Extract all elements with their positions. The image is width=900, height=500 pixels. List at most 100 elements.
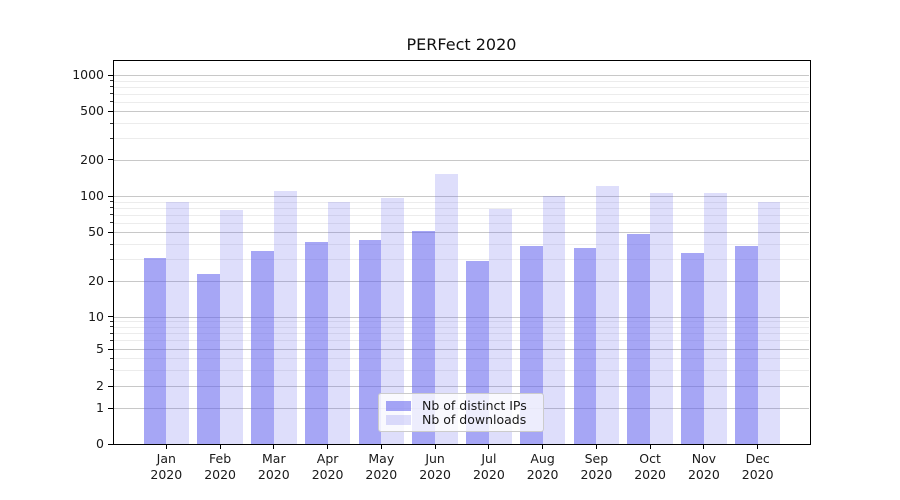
y-tick-label-200: 200 — [80, 151, 104, 167]
y-tick-500 — [108, 110, 113, 112]
y-minor-tick-90 — [110, 201, 113, 203]
bar-ips-mar — [251, 251, 274, 444]
x-label-month: Feb — [209, 451, 232, 466]
x-tick-nov — [703, 445, 705, 449]
bar-downloads-apr — [327, 202, 351, 444]
y-minor-tick-300 — [110, 137, 113, 139]
legend-label-downloads: Nb of downloads — [422, 412, 527, 427]
x-label-year: 2020 — [257, 466, 290, 482]
x-tick-aug — [542, 445, 544, 449]
y-minor-gridline-60 — [114, 222, 809, 224]
x-tick-label-aug: Aug 2020 — [515, 451, 571, 482]
y-minor-gridline-600 — [114, 101, 809, 103]
x-label-year: 2020 — [150, 466, 183, 482]
x-tick-label-feb: Feb 2020 — [192, 451, 248, 482]
x-tick-label-nov: Nov 2020 — [676, 451, 732, 482]
y-minor-gridline-300 — [114, 138, 809, 140]
y-minor-tick-9 — [110, 320, 113, 322]
x-tick-jan — [165, 445, 167, 449]
y-minor-tick-7 — [110, 332, 113, 334]
bar-downloads-mar — [273, 191, 297, 444]
bar-downloads-nov — [703, 192, 727, 444]
x-tick-label-oct: Oct 2020 — [622, 451, 678, 482]
x-label-year: 2020 — [365, 466, 398, 482]
x-label-month: Jun — [425, 451, 445, 466]
y-minor-tick-70 — [110, 214, 113, 216]
plot-border-box — [113, 60, 811, 445]
y-minor-gridline-3 — [114, 369, 809, 371]
x-tick-label-jun: Jun 2020 — [407, 451, 463, 482]
y-minor-tick-4 — [110, 357, 113, 359]
y-minor-gridline-400 — [114, 123, 809, 125]
y-minor-tick-3 — [110, 369, 113, 371]
x-tick-label-dec: Dec 2020 — [730, 451, 786, 482]
bar-ips-feb — [197, 273, 221, 444]
x-label-year: 2020 — [204, 466, 236, 482]
x-tick-jul — [488, 445, 490, 449]
x-label-month: Oct — [639, 451, 661, 466]
y-tick-0 — [108, 443, 113, 445]
bar-downloads-oct — [650, 192, 673, 444]
y-minor-tick-800 — [110, 86, 113, 88]
y-gridline-20 — [114, 281, 809, 282]
x-label-month: Dec — [745, 451, 770, 466]
y-tick-20 — [108, 280, 113, 282]
y-tick-label-5: 5 — [96, 341, 104, 356]
x-label-month: Jul — [481, 451, 497, 466]
x-label-month: Sep — [584, 451, 609, 466]
bar-downloads-jul — [488, 209, 512, 444]
x-tick-label-mar: Mar 2020 — [246, 451, 302, 482]
y-minor-gridline-70 — [114, 214, 809, 216]
y-gridline-50 — [114, 232, 809, 234]
y-minor-gridline-80 — [114, 207, 809, 209]
y-minor-gridline-7 — [114, 333, 809, 335]
bar-downloads-aug — [542, 196, 566, 444]
y-tick-label-100: 100 — [80, 188, 104, 203]
x-label-month: Mar — [262, 451, 286, 466]
y-tick-1 — [108, 407, 113, 409]
legend-label-ips: Nb of distinct IPs — [422, 398, 527, 413]
y-minor-gridline-700 — [114, 93, 809, 95]
bar-ips-oct — [627, 233, 651, 444]
y-minor-tick-700 — [110, 93, 113, 95]
bar-downloads-feb — [220, 209, 243, 444]
y-minor-tick-30 — [110, 258, 113, 260]
legend-item-ips: Nb of distinct IPs — [386, 399, 535, 413]
y-minor-gridline-900 — [114, 80, 809, 82]
legend-swatch-ips — [386, 400, 411, 412]
x-label-year: 2020 — [741, 466, 774, 482]
y-minor-tick-900 — [110, 80, 113, 82]
bar-ips-may — [358, 240, 382, 444]
x-tick-label-jul: Jul 2020 — [461, 451, 517, 482]
x-label-month: Jan — [156, 451, 176, 466]
y-minor-gridline-9 — [114, 321, 809, 323]
y-gridline-500 — [114, 111, 809, 113]
x-tick-label-may: May 2020 — [353, 451, 409, 482]
x-tick-may — [380, 445, 382, 449]
y-tick-label-50: 50 — [88, 224, 104, 240]
legend-swatch-downloads — [386, 414, 411, 426]
x-tick-oct — [649, 445, 651, 449]
legend: Nb of distinct IPs Nb of downloads — [378, 393, 544, 432]
bar-ips-apr — [304, 241, 328, 444]
bar-ips-nov — [681, 252, 704, 444]
y-minor-tick-80 — [110, 207, 113, 209]
legend-item-downloads: Nb of downloads — [386, 413, 535, 427]
y-tick-2 — [108, 385, 113, 387]
y-minor-gridline-4 — [114, 358, 809, 359]
x-label-year: 2020 — [580, 466, 613, 482]
y-tick-10 — [108, 316, 113, 317]
x-label-month: Apr — [316, 451, 339, 466]
chart-title: PERFect 2020 — [406, 35, 517, 54]
x-tick-mar — [273, 445, 275, 449]
y-gridline-100 — [114, 196, 809, 197]
y-minor-tick-400 — [110, 122, 113, 124]
y-minor-tick-60 — [110, 222, 113, 224]
bar-ips-jan — [143, 257, 167, 444]
bar-downloads-jun — [435, 174, 458, 444]
x-label-year: 2020 — [687, 466, 720, 482]
y-gridline-200 — [114, 159, 809, 161]
x-tick-label-sep: Sep 2020 — [568, 451, 624, 482]
x-tick-apr — [327, 445, 329, 449]
